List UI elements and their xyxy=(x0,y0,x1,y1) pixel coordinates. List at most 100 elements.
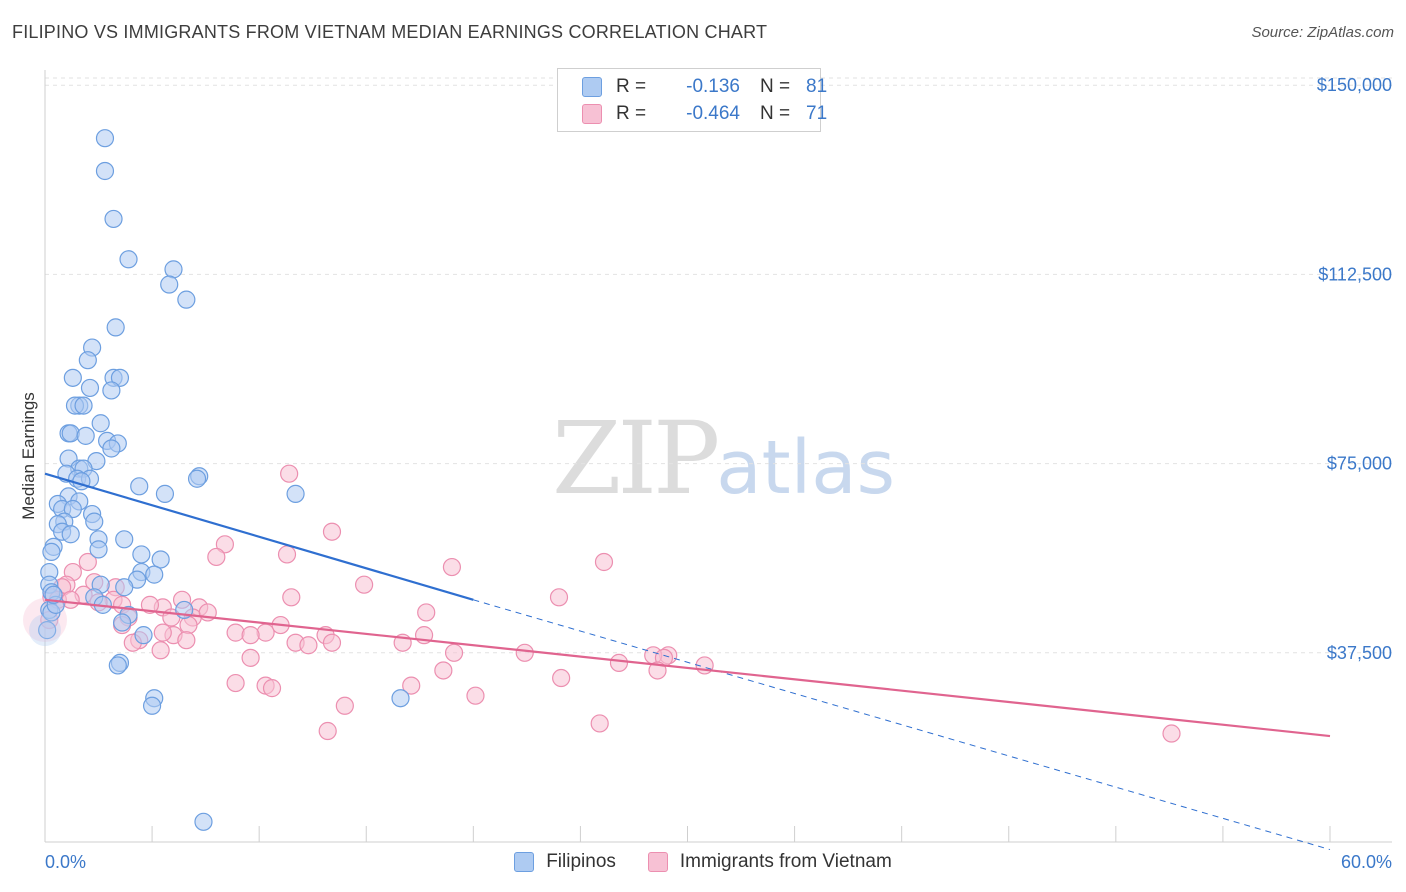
vietnam-point xyxy=(177,631,196,650)
filipinos-point xyxy=(61,424,80,443)
y-tick-labels: $37,500 $75,000 $112,500 $150,000 xyxy=(1317,75,1392,663)
vietnam-point xyxy=(241,626,260,645)
vietnam-point xyxy=(226,623,245,642)
filipinos-point xyxy=(155,484,175,503)
vietnam-point xyxy=(140,595,160,614)
chart-title: FILIPINO VS IMMIGRANTS FROM VIETNAM MEDI… xyxy=(12,22,768,42)
filipinos-point xyxy=(130,477,149,496)
x-tick-label-min: 0.0% xyxy=(45,852,86,872)
n-value: 81 xyxy=(806,76,828,97)
filipinos-point xyxy=(132,545,151,564)
filipinos-point xyxy=(115,530,134,549)
filipinos-point xyxy=(38,621,57,640)
legend-item-filipinos: Filipinos xyxy=(514,851,616,873)
filipinos-point xyxy=(61,525,80,544)
vietnam-point xyxy=(153,623,172,642)
filipinos-point xyxy=(187,469,207,488)
vietnam-point xyxy=(299,636,318,655)
vietnam-point xyxy=(434,661,453,680)
filipinos-point xyxy=(142,696,162,715)
vietnam-point xyxy=(226,673,245,693)
legend-row-filipinos: R = -0.136 N = 81 xyxy=(582,75,827,99)
vietnam-point xyxy=(151,641,170,660)
n-value: 71 xyxy=(806,103,828,124)
vietnam-point xyxy=(322,522,342,541)
filipinos-point xyxy=(29,614,61,647)
vietnam-point xyxy=(241,648,260,667)
vietnam-point xyxy=(402,676,421,695)
n-label: N = xyxy=(760,76,791,97)
vietnam-point xyxy=(179,615,198,635)
filipinos-point xyxy=(145,565,164,584)
watermark-atlas: atlas xyxy=(716,425,896,511)
filipinos-point xyxy=(119,250,138,269)
series-vietnam-points xyxy=(23,464,1181,743)
filipinos-point xyxy=(74,396,93,415)
r-value: -0.464 xyxy=(686,103,740,124)
filipinos-point xyxy=(91,414,110,433)
legend-row-vietnam: R = -0.464 N = 71 xyxy=(582,102,827,126)
filipinos-point xyxy=(63,368,82,387)
vietnam-point xyxy=(207,547,226,567)
y-tick-label: $37,500 xyxy=(1327,643,1392,663)
y-tick-label: $150,000 xyxy=(1317,75,1392,95)
vietnam-point xyxy=(335,696,354,715)
correlation-legend: R = -0.136 N = 81 R = -0.464 N = 71 xyxy=(557,68,827,132)
source-label: Source: ZipAtlas.com xyxy=(1251,24,1394,41)
r-label: R = xyxy=(616,103,647,124)
vietnam-point xyxy=(549,588,569,607)
series-filipinos-points xyxy=(29,129,410,831)
filipinos-point xyxy=(104,209,123,229)
vietnam-trend-line xyxy=(44,598,1331,738)
filipinos-trend-extension xyxy=(473,599,1331,851)
filipinos-point xyxy=(89,540,108,559)
filipinos-point xyxy=(78,351,97,370)
filipinos-point xyxy=(106,318,125,337)
legend-label-filipinos: Filipinos xyxy=(546,851,616,872)
vietnam-point xyxy=(594,552,614,572)
filipinos-point xyxy=(151,550,170,569)
vietnam-point xyxy=(466,686,485,705)
filipinos-point xyxy=(115,578,134,597)
filipinos-point xyxy=(76,426,95,445)
filipinos-swatch xyxy=(582,77,602,97)
r-label: R = xyxy=(616,76,647,97)
vietnam-point xyxy=(552,668,571,688)
vietnam-point xyxy=(417,603,436,622)
filipinos-point xyxy=(391,689,410,708)
vietnam-swatch xyxy=(647,852,668,872)
vietnam-point xyxy=(515,643,534,662)
filipinos-point xyxy=(286,484,305,503)
y-axis-label: Median Earnings xyxy=(19,392,38,520)
vietnam-point xyxy=(262,679,282,698)
filipinos-point xyxy=(63,499,82,519)
vietnam-point xyxy=(282,588,301,607)
axes xyxy=(44,70,1392,843)
filipinos-point xyxy=(95,161,115,181)
y-tick-label: $75,000 xyxy=(1327,454,1392,474)
filipinos-point xyxy=(102,381,121,400)
vietnam-point xyxy=(280,464,299,483)
r-value: -0.136 xyxy=(686,76,740,97)
vietnam-point xyxy=(609,653,629,672)
series-legend: Filipinos Immigrants from Vietnam xyxy=(0,851,1406,873)
vietnam-point xyxy=(277,545,297,564)
filipinos-point xyxy=(164,260,183,279)
vietnam-point xyxy=(1162,724,1181,743)
gridlines xyxy=(45,77,1392,654)
filipinos-point xyxy=(44,585,63,604)
filipinos-point xyxy=(177,290,196,309)
x-tick-marks xyxy=(151,826,1331,842)
filipinos-point xyxy=(160,275,179,294)
filipinos-point xyxy=(95,129,115,148)
filipinos-trend-line xyxy=(44,472,474,601)
y-tick-label: $112,500 xyxy=(1318,264,1392,284)
filipinos-point xyxy=(110,368,130,387)
filipinos-point xyxy=(112,613,132,632)
filipinos-point xyxy=(194,812,213,831)
filipinos-point xyxy=(108,656,127,675)
n-label: N = xyxy=(760,103,791,124)
vietnam-point xyxy=(444,643,464,662)
legend-item-vietnam: Immigrants from Vietnam xyxy=(647,851,892,873)
filipinos-point xyxy=(85,512,104,531)
